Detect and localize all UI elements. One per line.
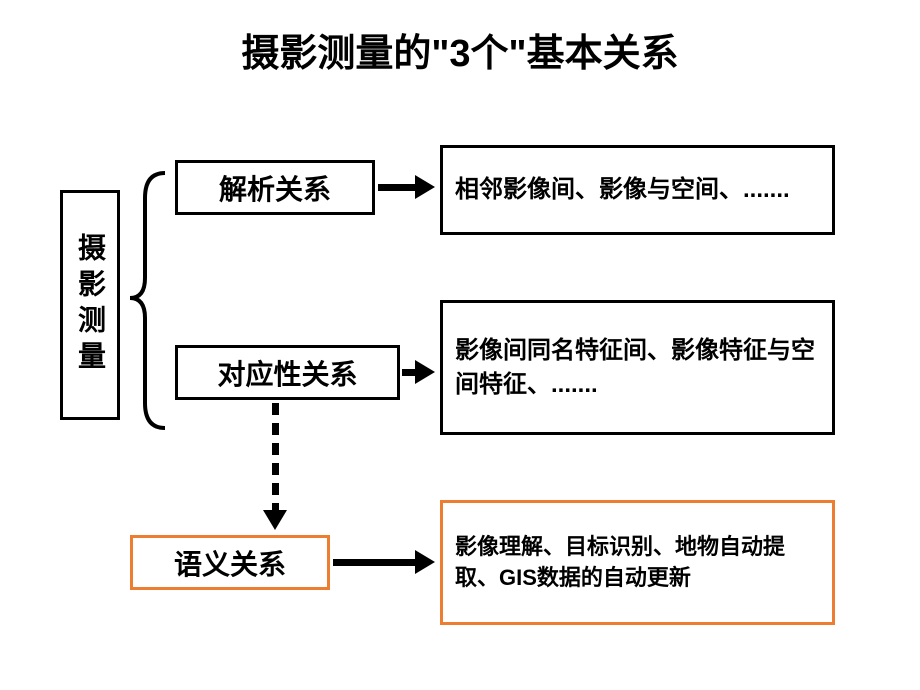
- root-node: 摄影测量: [60, 190, 120, 420]
- branch-node-1: 对应性关系: [175, 345, 400, 400]
- root-label: 摄影测量: [70, 233, 110, 377]
- arrow-0: [378, 175, 435, 199]
- branch-node-2: 语义关系: [130, 535, 330, 590]
- brace-connector: [125, 168, 175, 438]
- diagram-title: 摄影测量的"3个"基本关系: [0, 30, 920, 79]
- branch-desc-1: 影像间同名特征间、影像特征与空间特征、.......: [440, 300, 835, 435]
- arrow-1: [402, 360, 435, 384]
- arrow-2: [333, 550, 435, 574]
- branch-desc-0: 相邻影像间、影像与空间、.......: [440, 145, 835, 235]
- branch-node-0: 解析关系: [175, 160, 375, 215]
- branch-desc-2: 影像理解、目标识别、地物自动提取、GIS数据的自动更新: [440, 500, 835, 625]
- dashed-arrow-2: [263, 403, 287, 530]
